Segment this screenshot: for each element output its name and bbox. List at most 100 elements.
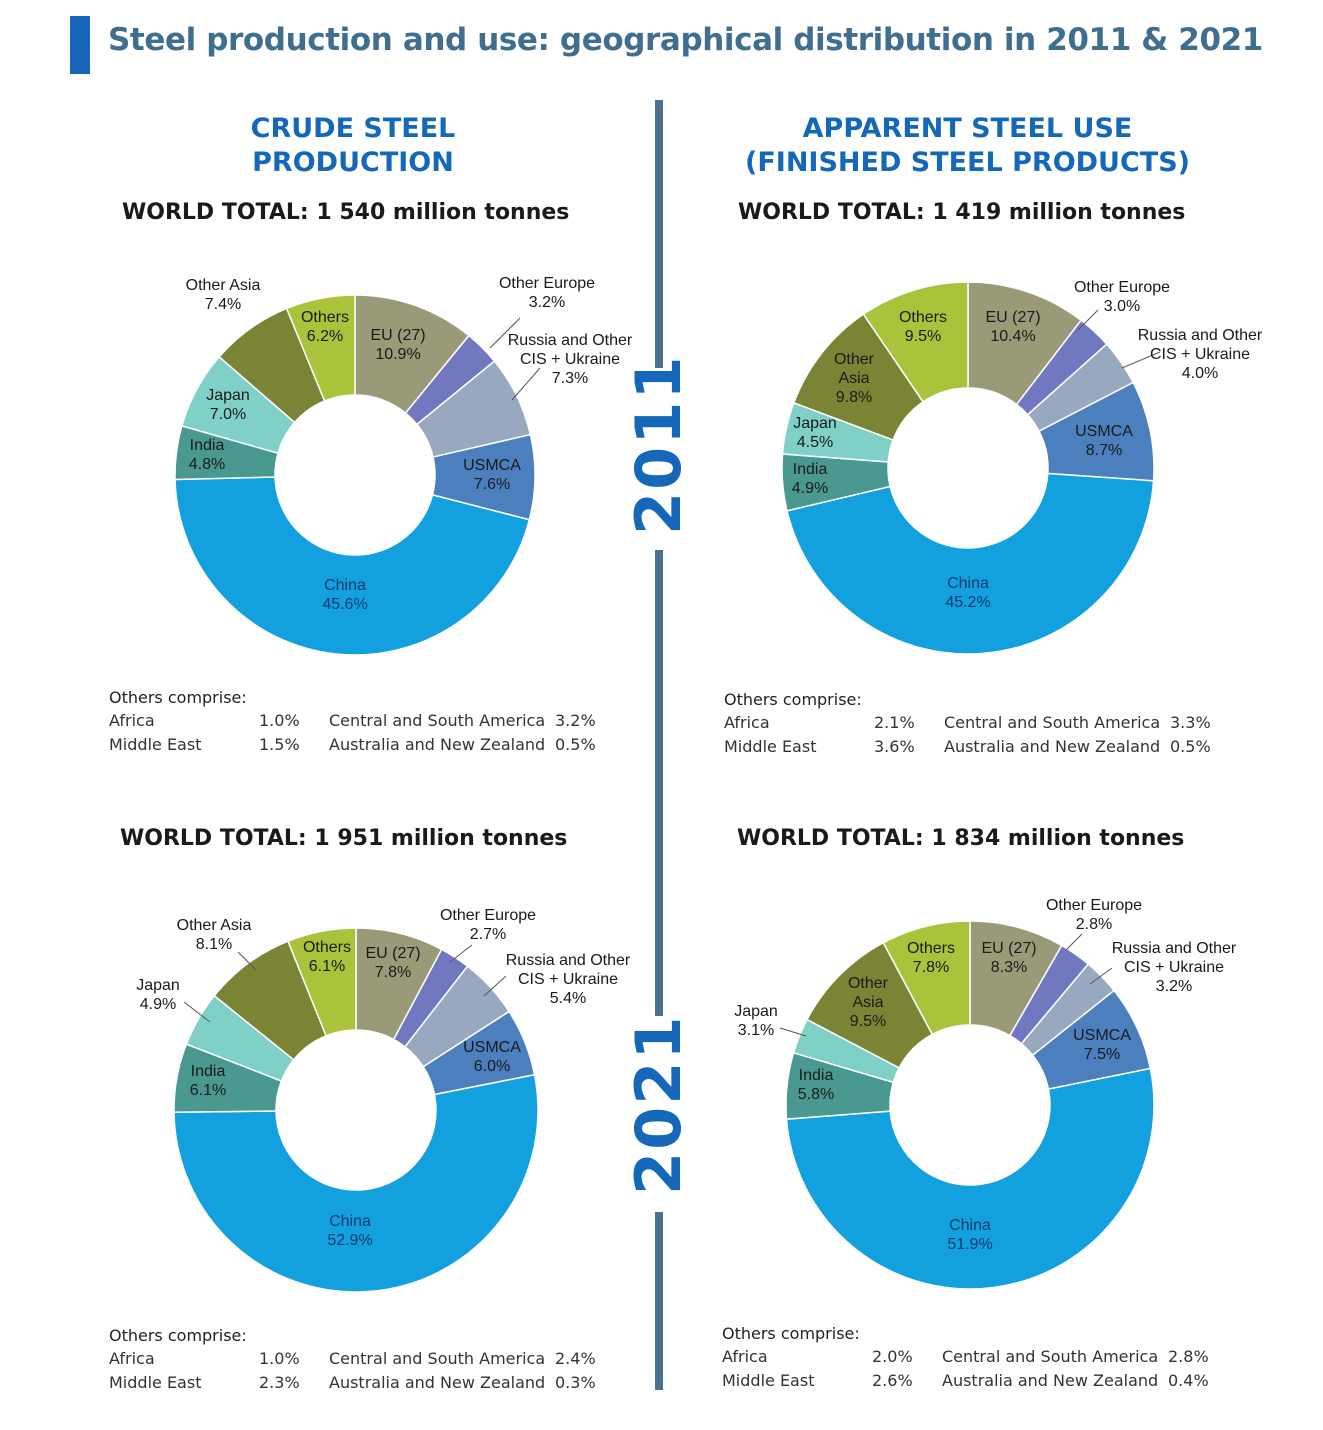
slice-label: Others 6.1% <box>303 939 351 975</box>
slice-label: USMCA 6.0% <box>463 1039 521 1075</box>
leader-line <box>483 975 507 997</box>
slice-label: India 5.8% <box>798 1067 834 1103</box>
donut-slice <box>862 281 969 403</box>
others-value: 2.4% <box>555 1349 596 1368</box>
donut-slice <box>785 1067 1155 1290</box>
column-heading-line: CRUDE STEEL <box>250 113 456 144</box>
slice-label: Others 9.5% <box>899 309 947 345</box>
slice-label: Japan 4.5% <box>793 415 837 451</box>
slice-label: India 4.8% <box>189 437 225 473</box>
leader-line <box>1121 351 1161 369</box>
slice-label: Other Europe 3.0% <box>1074 279 1170 315</box>
others-comprise-prod-2021: Others comprise: Africa 1.0% Middle East… <box>109 1326 629 1396</box>
slice-label: China 52.9% <box>327 1213 372 1249</box>
others-value: 0.5% <box>1170 737 1211 756</box>
others-heading: Others comprise: <box>724 690 862 709</box>
slice-label: USMCA 7.5% <box>1073 1027 1131 1063</box>
others-name: Australia and New Zealand <box>329 735 546 754</box>
others-comprise-prod-2011: Others comprise: Africa 1.0% Middle East… <box>109 688 629 758</box>
column-heading-line: APPARENT STEEL USE <box>802 113 1133 144</box>
slice-label: EU (27) 10.9% <box>370 327 425 363</box>
leader-line <box>237 951 257 971</box>
world-total-use-2011: WORLD TOTAL: 1 419 million tonnes <box>738 200 1186 225</box>
world-total-prod-2011: WORLD TOTAL: 1 540 million tonnes <box>122 200 570 225</box>
others-name: Australia and New Zealand <box>942 1371 1159 1390</box>
others-value: 2.1% <box>874 713 915 732</box>
others-value: 1.0% <box>259 711 300 730</box>
divider-line <box>655 1212 663 1390</box>
others-heading: Others comprise: <box>109 1326 247 1345</box>
title-accent-bar <box>70 16 90 74</box>
others-value: 3.6% <box>874 737 915 756</box>
donut-use2011: EU (27) 10.4% Other Europe 3.0% Russia and O… <box>781 279 1263 655</box>
slice-label: USMCA 8.7% <box>1075 423 1133 459</box>
others-name: Africa <box>724 713 770 732</box>
slice-label: EU (27) 10.4% <box>985 309 1040 345</box>
donut-slice <box>173 1073 539 1293</box>
slice-label: Russia and Other CIS + Ukraine 5.4% <box>506 952 631 1007</box>
others-value: 2.8% <box>1168 1347 1209 1366</box>
others-name: Africa <box>722 1347 768 1366</box>
slice-label: Others 6.2% <box>301 309 349 345</box>
others-value: 2.0% <box>872 1347 913 1366</box>
donut-prod2011: EU (27) 10.9% Other Europe 3.2% Russia and O… <box>174 275 633 656</box>
leader-line <box>1065 933 1083 951</box>
page-title: Steel production and use: geographical d… <box>108 22 1263 58</box>
slice-label: Other Europe 2.7% <box>440 907 536 943</box>
slice-label: EU (27) 8.3% <box>981 940 1036 976</box>
others-name: Middle East <box>109 1373 202 1392</box>
others-name: Australia and New Zealand <box>944 737 1161 756</box>
others-comprise-use-2021: Others comprise: Africa 2.0% Middle East… <box>722 1324 1242 1394</box>
slice-label: Japan 7.0% <box>206 387 250 423</box>
slice-label: India 6.1% <box>190 1063 226 1099</box>
others-value: 2.6% <box>872 1371 913 1390</box>
donut-slice <box>174 476 531 656</box>
others-comprise-use-2011: Others comprise: Africa 2.1% Middle East… <box>724 690 1244 760</box>
others-value: 1.0% <box>259 1349 300 1368</box>
slice-label: China 45.6% <box>322 577 367 613</box>
others-value: 3.2% <box>555 711 596 730</box>
others-heading: Others comprise: <box>722 1324 860 1343</box>
others-value: 0.4% <box>1168 1371 1209 1390</box>
donut-slice <box>285 294 356 402</box>
others-name: Central and South America <box>329 1349 546 1368</box>
donut-prod2021: EU (27) 7.8% Other Europe 2.7% Russia and Ot… <box>136 907 631 1293</box>
slice-label: India 4.9% <box>792 461 828 497</box>
slice-label: Other Asia 8.1% <box>177 917 252 953</box>
column-heading-line: (FINISHED STEEL PRODUCTS) <box>744 147 1190 178</box>
others-name: Middle East <box>724 737 817 756</box>
others-name: Australia and New Zealand <box>329 1373 546 1392</box>
slice-label: EU (27) 7.8% <box>365 945 420 981</box>
others-name: Africa <box>109 711 155 730</box>
leader-line <box>511 367 541 401</box>
slice-label: Russia and Other CIS + Ukraine 7.3% <box>508 332 633 387</box>
world-total-use-2021: WORLD TOTAL: 1 834 million tonnes <box>737 826 1185 851</box>
donut-slice <box>882 920 971 1036</box>
others-value: 3.3% <box>1170 713 1211 732</box>
others-value: 2.3% <box>259 1373 300 1392</box>
others-heading: Others comprise: <box>109 688 247 707</box>
others-name: Central and South America <box>942 1347 1159 1366</box>
slice-label: Russia and Other CIS + Ukraine 3.2% <box>1112 940 1237 995</box>
slice-label: Other Asia 7.4% <box>186 277 261 313</box>
column-heading-line: PRODUCTION <box>252 147 454 178</box>
leader-line <box>779 1027 807 1037</box>
slice-label: Russia and Other CIS + Ukraine 4.0% <box>1138 327 1263 382</box>
donut-slice <box>786 472 1155 655</box>
column-heading-production: CRUDE STEEL PRODUCTION <box>153 112 553 180</box>
others-name: Middle East <box>109 735 202 754</box>
slice-label: Japan 4.9% <box>136 977 180 1013</box>
world-total-prod-2021: WORLD TOTAL: 1 951 million tonnes <box>120 826 568 851</box>
slice-label: Other Europe 2.8% <box>1046 897 1142 933</box>
leader-line <box>183 1001 211 1023</box>
others-value: 0.3% <box>555 1373 596 1392</box>
slice-label: China 45.2% <box>945 575 990 611</box>
others-name: Central and South America <box>329 711 546 730</box>
leader-line <box>449 944 473 963</box>
slice-label: USMCA 7.6% <box>463 457 521 493</box>
slice-label: Other Europe 3.2% <box>499 275 595 311</box>
slice-label: Other Asia 9.5% <box>848 975 889 1030</box>
leader-line <box>489 317 521 349</box>
leader-line <box>1089 967 1113 985</box>
leader-line <box>1077 309 1099 331</box>
